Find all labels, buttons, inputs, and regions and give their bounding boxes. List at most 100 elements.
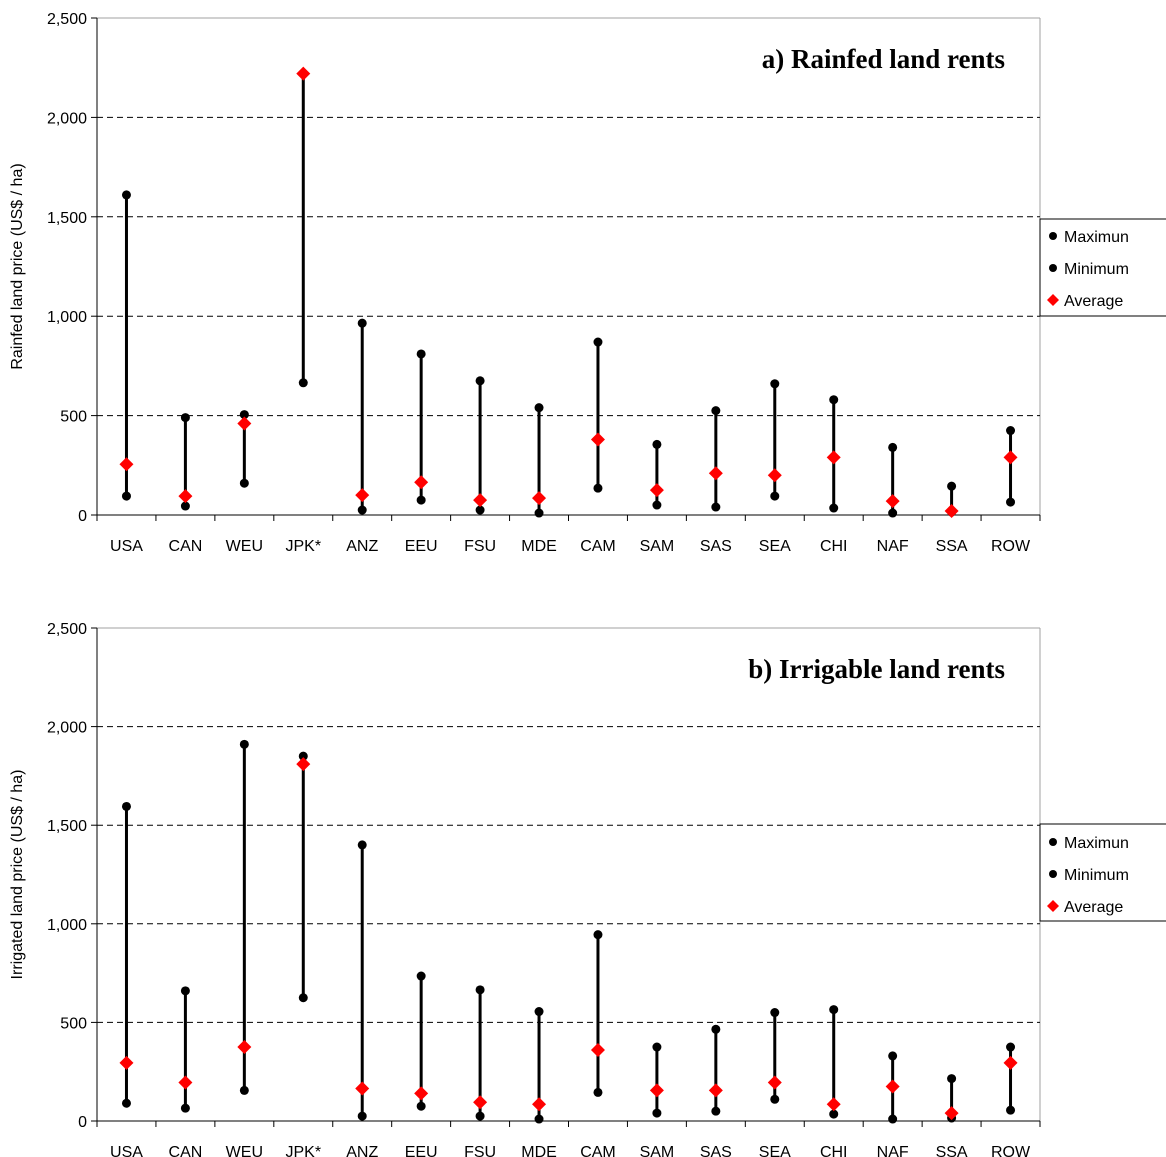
y-tick-label: 1,000 [47,309,87,326]
x-tick-label: CHI [820,1144,848,1157]
max-point [1006,1042,1016,1052]
x-tick-label: SAM [640,1144,675,1157]
average-point [767,1075,782,1090]
min-point [888,1114,898,1124]
legend-label: Average [1064,293,1123,310]
min-point [298,378,308,388]
min-point [357,1111,367,1121]
max-point [829,1005,839,1015]
min-point [1006,1105,1016,1115]
min-point [416,495,426,505]
min-point [534,508,544,518]
legend-label: Maximun [1064,229,1129,246]
x-tick-label: CAM [580,1144,616,1157]
x-tick-label: SSA [936,1144,968,1157]
y-tick-label: 2,000 [47,110,87,127]
max-point [711,406,721,416]
max-point [239,410,249,420]
y-tick-label: 0 [78,508,87,525]
min-point [593,483,603,493]
average-point [119,457,134,472]
x-tick-label: WEU [226,1144,263,1157]
y-tick-label: 2,000 [47,720,87,737]
average-point [590,432,605,447]
chart-title: b) Irrigable land rents [748,654,1005,684]
min-point [711,502,721,512]
min-point [829,1109,839,1119]
average-point [944,504,959,519]
average-point [473,493,488,508]
x-tick-label: CAM [580,538,616,555]
x-tick-label: WEU [226,538,263,555]
average-point [414,475,429,490]
min-point [121,1098,131,1108]
max-point [947,481,957,491]
y-tick-label: 1,500 [47,210,87,227]
min-point [298,993,308,1003]
min-point [239,478,249,488]
min-point [534,1114,544,1124]
legend-marker [1049,264,1057,272]
max-point [416,349,426,359]
min-point [888,508,898,518]
x-tick-label: CAN [169,1144,203,1157]
legend-marker [1049,232,1057,240]
x-tick-label: SEA [759,1144,791,1157]
x-tick-label: SSA [936,538,968,555]
y-tick-label: 1,500 [47,818,87,835]
average-point [355,1081,370,1096]
x-tick-label: EEU [405,538,438,555]
min-point [180,501,190,511]
min-point [475,505,485,515]
min-point [770,491,780,501]
average-point [885,1079,900,1094]
y-axis-label: Irrigated land price (US$ / ha) [9,770,26,980]
legend-box [1039,218,1166,317]
y-axis-label: Rainfed land price (US$ / ha) [9,163,26,369]
max-point [652,1042,662,1052]
min-point [357,505,367,515]
average-point [708,466,723,481]
average-point [532,1097,547,1112]
max-point [770,379,780,389]
legend-marker [1047,900,1059,912]
max-point [121,801,131,811]
average-point [178,489,193,504]
max-point [593,337,603,347]
y-tick-label: 2,500 [47,11,87,28]
average-point [590,1043,605,1058]
legend-marker [1049,870,1057,878]
legend-marker [1047,294,1059,306]
y-tick-label: 2,500 [47,621,87,638]
max-point [829,395,839,405]
max-point [298,751,308,761]
max-point [534,1007,544,1017]
average-point [296,66,311,81]
average-point [237,416,252,431]
x-tick-label: FSU [464,1144,496,1157]
average-point [649,1083,664,1098]
average-point [473,1095,488,1110]
max-point [180,986,190,996]
x-tick-label: CHI [820,538,848,555]
chart-b: 0 500 1,000 1,500 2,000 2,500 USA CAN WEU JPK* ANZ… [9,621,1166,1157]
y-tick-label: 1,000 [47,917,87,934]
max-point [534,403,544,413]
average-point [1003,450,1018,465]
average-point [178,1075,193,1090]
average-point [649,483,664,498]
min-point [770,1094,780,1104]
x-tick-label: SAS [700,538,732,555]
min-point [1006,497,1016,507]
min-point [121,491,131,501]
max-point [652,439,662,449]
min-point [475,1111,485,1121]
min-point [711,1106,721,1116]
max-point [416,971,426,981]
x-tick-label: USA [110,1144,143,1157]
max-point [121,190,131,200]
average-point [1003,1055,1018,1070]
x-tick-label: ANZ [346,1144,378,1157]
average-point [414,1086,429,1101]
x-tick-label: JPK* [285,538,321,555]
